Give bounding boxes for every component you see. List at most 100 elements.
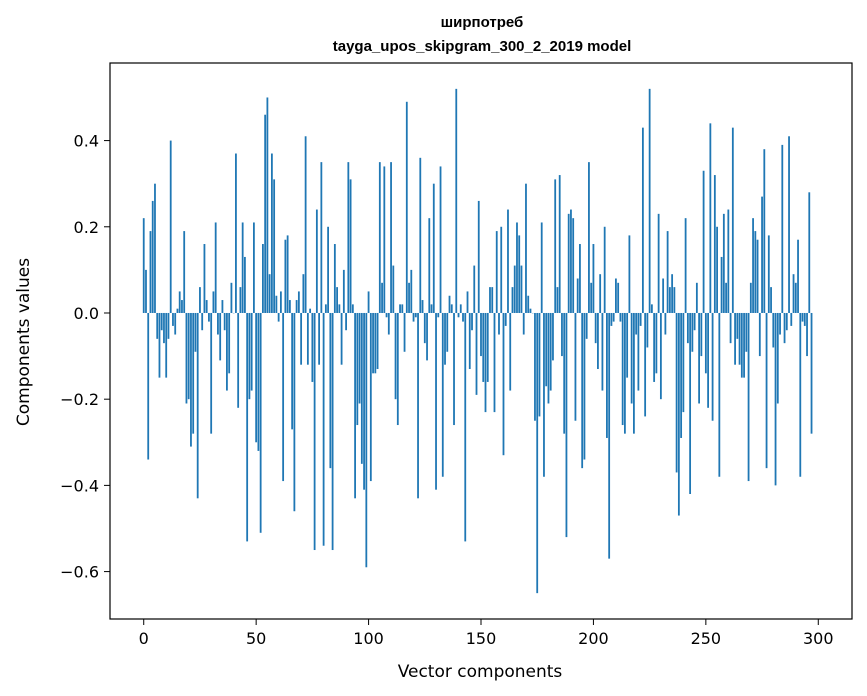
bar <box>630 312 633 404</box>
bar <box>358 312 361 404</box>
bar <box>282 312 285 482</box>
bar <box>336 287 338 313</box>
bar <box>369 312 372 482</box>
bar <box>592 244 595 313</box>
bar <box>446 312 449 352</box>
bar <box>734 312 736 365</box>
bar <box>545 312 548 387</box>
bar <box>695 282 698 313</box>
bar <box>808 192 811 313</box>
bar <box>212 291 215 313</box>
bar <box>729 312 732 344</box>
bar <box>617 282 620 313</box>
bar <box>765 312 768 469</box>
bar <box>477 200 480 313</box>
bar <box>324 304 327 313</box>
bar <box>172 312 174 326</box>
bar <box>455 88 458 313</box>
bar <box>489 287 491 313</box>
bar <box>754 231 757 313</box>
bar <box>770 287 772 313</box>
bar <box>259 312 262 533</box>
bar <box>610 312 613 326</box>
bar <box>682 312 685 413</box>
bar <box>320 162 323 313</box>
bar <box>644 312 647 417</box>
bar <box>185 312 188 404</box>
bar <box>480 312 482 357</box>
bar <box>214 222 217 313</box>
bar <box>178 291 181 313</box>
bar <box>210 312 213 434</box>
bar <box>378 162 381 313</box>
x-tick-label: 100 <box>353 629 384 648</box>
bar <box>619 312 622 322</box>
bar <box>790 312 793 326</box>
bar <box>520 265 523 313</box>
bar <box>297 291 300 313</box>
bar <box>549 312 552 391</box>
bar <box>626 312 629 378</box>
bar <box>399 304 401 313</box>
bar <box>534 312 536 421</box>
bar <box>689 312 692 494</box>
bar <box>437 312 440 318</box>
bar <box>295 300 298 313</box>
bar <box>504 312 507 326</box>
bar <box>394 312 397 400</box>
bar <box>414 312 417 318</box>
bar <box>435 312 437 490</box>
bar <box>419 157 422 313</box>
y-tick-label: −0.2 <box>60 390 99 409</box>
bar <box>257 312 260 451</box>
bar <box>525 183 527 313</box>
bar <box>187 312 190 400</box>
bar <box>594 312 597 344</box>
bar <box>205 300 208 313</box>
bar <box>275 295 278 313</box>
bar <box>190 312 192 447</box>
bar <box>376 312 379 370</box>
bar <box>518 235 521 313</box>
y-tick-label: 0.0 <box>74 304 99 323</box>
bar <box>597 312 599 370</box>
bar <box>486 312 489 382</box>
bar <box>473 265 476 313</box>
bar <box>149 231 152 313</box>
bar <box>228 312 231 374</box>
bar <box>401 304 404 313</box>
bar <box>279 291 282 313</box>
bar <box>511 287 514 313</box>
bar <box>253 222 255 313</box>
bar <box>792 274 795 313</box>
bar <box>758 312 761 357</box>
bar <box>176 308 179 313</box>
bar <box>788 136 790 313</box>
bar <box>244 256 246 313</box>
bar <box>745 312 748 352</box>
bar <box>588 162 590 313</box>
bar <box>405 101 408 313</box>
bar <box>655 312 658 374</box>
y-axis: −0.6 −0.4 −0.2 0.0 0.2 0.4 <box>60 132 110 582</box>
bar <box>776 312 779 404</box>
bar <box>574 312 577 421</box>
bar <box>306 312 309 365</box>
bar <box>262 244 264 313</box>
bar <box>309 308 312 313</box>
bar <box>747 312 750 482</box>
bar <box>668 287 671 313</box>
y-axis-label: Components values <box>14 258 34 426</box>
bar <box>333 244 336 313</box>
bar <box>315 209 318 313</box>
bar <box>680 312 683 438</box>
bar <box>304 136 307 313</box>
bar <box>767 235 770 313</box>
bar <box>421 300 424 313</box>
bar <box>302 274 305 313</box>
bar <box>500 226 503 313</box>
bar <box>462 312 464 322</box>
bar <box>599 274 602 313</box>
bar <box>718 312 721 477</box>
bar <box>428 218 431 313</box>
